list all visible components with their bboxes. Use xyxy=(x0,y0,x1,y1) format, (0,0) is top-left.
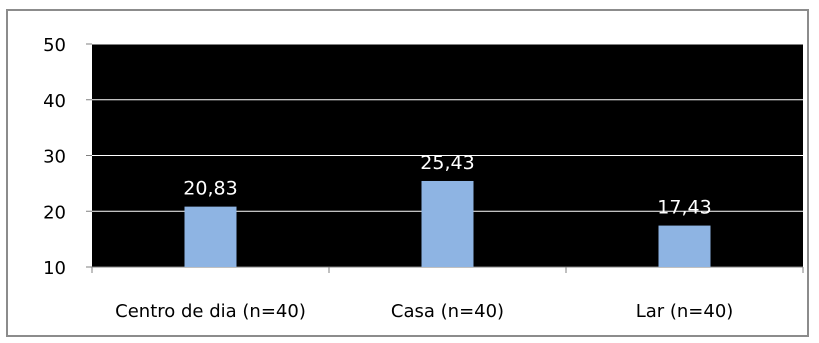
category-label: Centro de dia (n=40) xyxy=(115,301,306,322)
x-axis xyxy=(91,266,804,273)
bar xyxy=(421,180,474,267)
bars xyxy=(184,180,711,267)
bar xyxy=(658,225,711,267)
data-labels: 20,83 25,43 17,43 xyxy=(183,152,711,219)
y-tick-label: 10 xyxy=(43,258,66,279)
category-label: Lar (n=40) xyxy=(636,301,734,322)
y-axis: 10 20 30 40 50 xyxy=(43,35,92,279)
y-tick-label: 30 xyxy=(43,147,66,168)
data-label: 25,43 xyxy=(420,152,474,174)
bar xyxy=(184,206,237,267)
category-labels: Centro de dia (n=40) Casa (n=40) Lar (n=40… xyxy=(115,301,733,322)
y-tick-label: 20 xyxy=(43,202,66,223)
y-tick-label: 50 xyxy=(43,35,66,56)
data-label: 17,43 xyxy=(657,197,711,219)
y-tick-label: 40 xyxy=(43,91,66,112)
category-label: Casa (n=40) xyxy=(391,301,504,322)
data-label: 20,83 xyxy=(183,178,237,200)
